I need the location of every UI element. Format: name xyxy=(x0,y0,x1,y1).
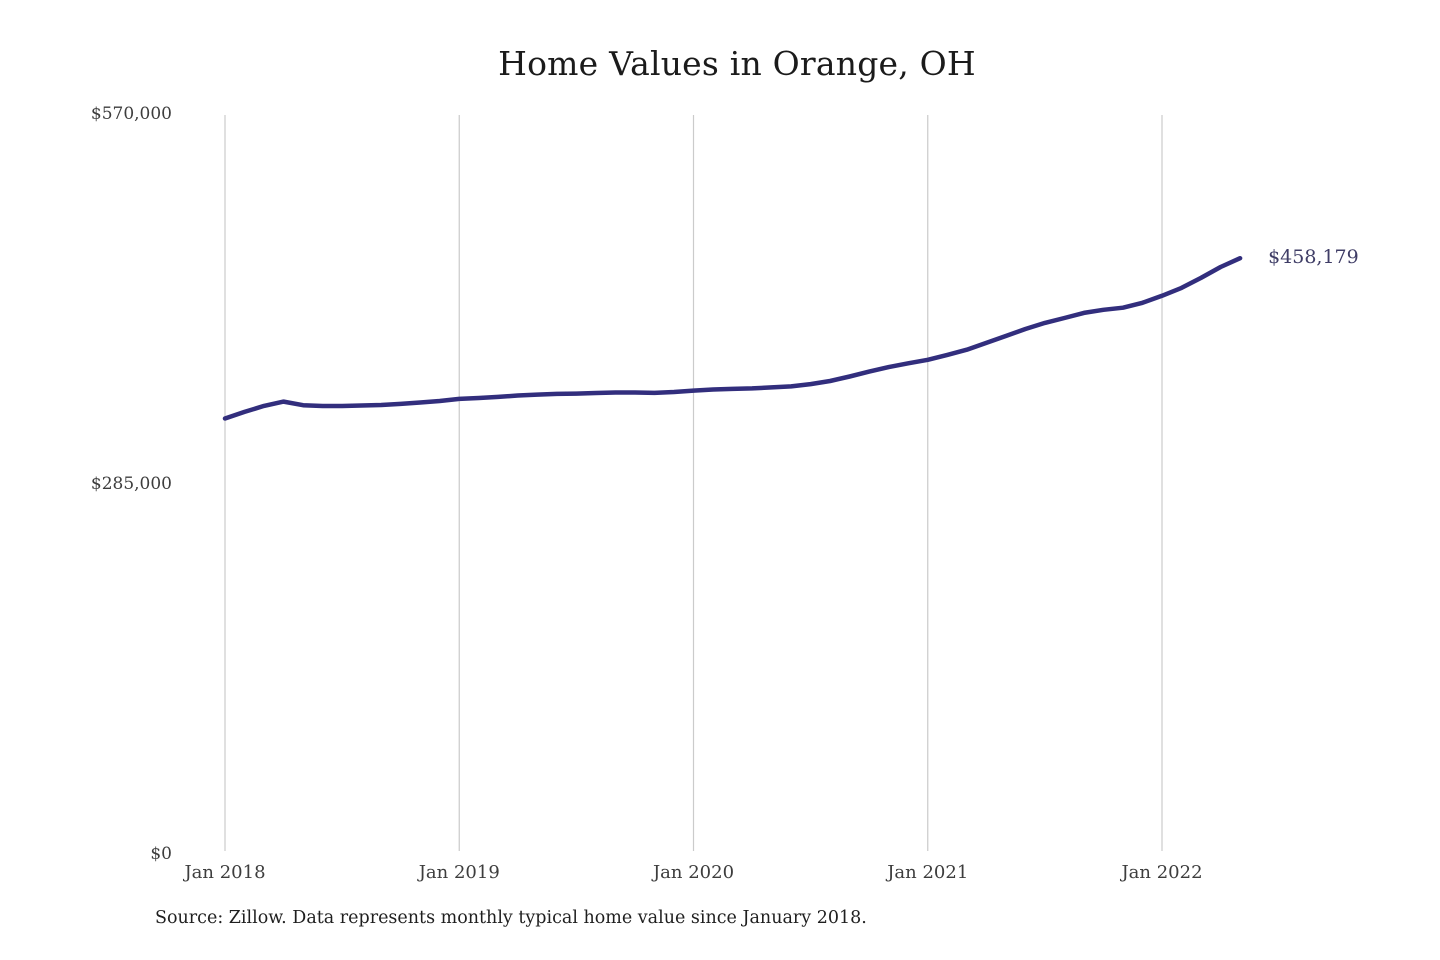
x-tick-label: Jan 2019 xyxy=(417,862,500,883)
x-tick-label: Jan 2022 xyxy=(1119,862,1202,883)
source-note: Source: Zillow. Data represents monthly … xyxy=(155,908,867,928)
y-tick-label: $0 xyxy=(150,844,172,864)
x-tick-label: Jan 2018 xyxy=(182,862,265,883)
x-tick-label: Jan 2020 xyxy=(651,862,734,883)
x-tick-label: Jan 2021 xyxy=(885,862,968,883)
chart-title: Home Values in Orange, OH xyxy=(498,44,976,83)
value-line xyxy=(222,255,1243,421)
y-tick-label: $570,000 xyxy=(91,104,172,124)
y-tick-label: $285,000 xyxy=(91,474,172,494)
current-value-label: $458,179 xyxy=(1268,246,1359,268)
